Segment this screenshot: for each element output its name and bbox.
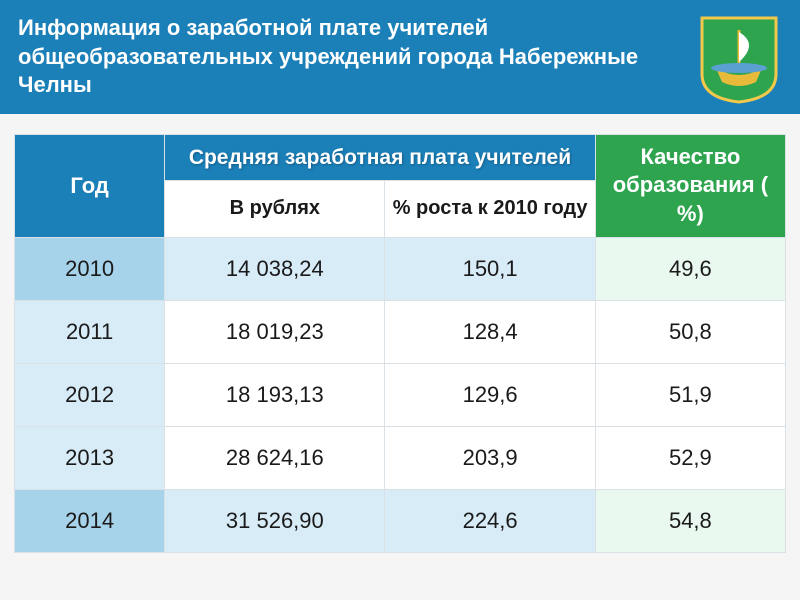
growth-cell: 129,6 (385, 363, 595, 426)
col-year-header: Год (15, 134, 165, 237)
col-quality-header: Качество образования ( %) (595, 134, 785, 237)
year-cell: 2012 (15, 363, 165, 426)
year-cell: 2010 (15, 237, 165, 300)
col-growth-header: % роста к 2010 году (385, 180, 595, 237)
year-cell: 2011 (15, 300, 165, 363)
quality-cell: 52,9 (595, 426, 785, 489)
rub-cell: 14 038,24 (165, 237, 385, 300)
rub-cell: 18 193,13 (165, 363, 385, 426)
rub-cell: 28 624,16 (165, 426, 385, 489)
rub-cell: 31 526,90 (165, 489, 385, 552)
table-row: 201118 019,23128,450,8 (15, 300, 786, 363)
city-emblem-icon (696, 12, 782, 112)
quality-cell: 49,6 (595, 237, 785, 300)
quality-cell: 51,9 (595, 363, 785, 426)
growth-cell: 150,1 (385, 237, 595, 300)
salary-table-body: 201014 038,24150,149,6201118 019,23128,4… (15, 237, 786, 552)
salary-table: Год Средняя заработная плата учителей Ка… (14, 134, 786, 553)
rub-cell: 18 019,23 (165, 300, 385, 363)
table-row: 201014 038,24150,149,6 (15, 237, 786, 300)
page-title: Информация о заработной плате учителей о… (18, 14, 658, 100)
table-row: 201431 526,90224,654,8 (15, 489, 786, 552)
quality-cell: 54,8 (595, 489, 785, 552)
growth-cell: 224,6 (385, 489, 595, 552)
year-cell: 2014 (15, 489, 165, 552)
col-rub-header: В рублях (165, 180, 385, 237)
col-salary-group-header: Средняя заработная плата учителей (165, 134, 596, 180)
table-row: 201328 624,16203,952,9 (15, 426, 786, 489)
table-row: 201218 193,13129,651,9 (15, 363, 786, 426)
quality-cell: 50,8 (595, 300, 785, 363)
table-container: Год Средняя заработная плата учителей Ка… (0, 114, 800, 553)
growth-cell: 128,4 (385, 300, 595, 363)
page-header: Информация о заработной плате учителей о… (0, 0, 800, 114)
year-cell: 2013 (15, 426, 165, 489)
growth-cell: 203,9 (385, 426, 595, 489)
